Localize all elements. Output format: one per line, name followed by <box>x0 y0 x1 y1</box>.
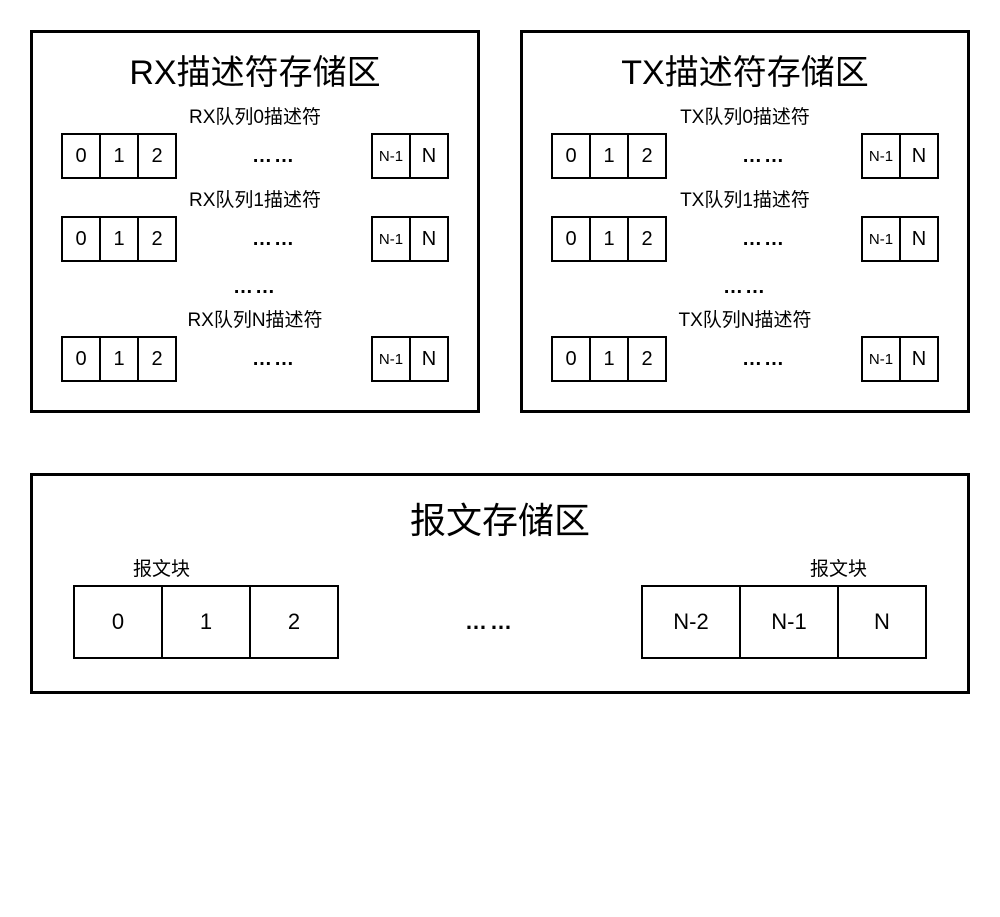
cell-group: 0 1 2 <box>61 133 177 179</box>
desc-cell: 0 <box>551 216 591 262</box>
msg-cell: N <box>837 585 927 659</box>
msg-block-label-right: 报文块 <box>810 554 867 581</box>
ellipsis: …… <box>683 228 845 251</box>
msg-cell: 1 <box>161 585 251 659</box>
msg-cell: 2 <box>249 585 339 659</box>
desc-cell: 1 <box>589 133 629 179</box>
cell-group: N-1 N <box>861 216 939 262</box>
rx-queue-n-label: RX队列N描述符 <box>53 305 457 332</box>
desc-cell: N <box>409 133 449 179</box>
cell-group: N-1 N <box>861 336 939 382</box>
tx-title: TX描述符存储区 <box>543 45 947 94</box>
desc-cell: N-1 <box>861 216 901 262</box>
cell-group: N-2 N-1 N <box>641 585 927 659</box>
desc-cell: N <box>899 336 939 382</box>
ellipsis: …… <box>193 228 355 251</box>
tx-storage-box: TX描述符存储区 TX队列0描述符 0 1 2 …… N-1 N TX队列1描述… <box>520 30 970 413</box>
rx-storage-box: RX描述符存储区 RX队列0描述符 0 1 2 …… N-1 N RX队列1描述… <box>30 30 480 413</box>
desc-cell: 2 <box>627 133 667 179</box>
desc-cell: 2 <box>627 216 667 262</box>
desc-cell: N <box>409 216 449 262</box>
cell-group: 0 1 2 <box>551 216 667 262</box>
cell-group: 0 1 2 <box>73 585 339 659</box>
tx-queue-n-row: 0 1 2 …… N-1 N <box>543 336 947 382</box>
cell-group: N-1 N <box>861 133 939 179</box>
cell-group: N-1 N <box>371 216 449 262</box>
tx-queue-1-row: 0 1 2 …… N-1 N <box>543 216 947 262</box>
tx-queue-1: TX队列1描述符 0 1 2 …… N-1 N <box>543 185 947 262</box>
desc-cell: 1 <box>589 336 629 382</box>
cell-group: 0 1 2 <box>551 133 667 179</box>
top-row: RX描述符存储区 RX队列0描述符 0 1 2 …… N-1 N RX队列1描述… <box>30 30 970 413</box>
cell-group: N-1 N <box>371 336 449 382</box>
msg-block-label-left: 报文块 <box>133 554 190 581</box>
tx-queue-0: TX队列0描述符 0 1 2 …… N-1 N <box>543 102 947 179</box>
cell-group: 0 1 2 <box>61 336 177 382</box>
desc-cell: N-1 <box>371 133 411 179</box>
tx-queue-1-label: TX队列1描述符 <box>543 185 947 212</box>
desc-cell: 2 <box>137 133 177 179</box>
ellipsis: …… <box>193 145 355 168</box>
desc-cell: 1 <box>99 133 139 179</box>
desc-cell: 0 <box>551 336 591 382</box>
desc-cell: N-1 <box>371 336 411 382</box>
rx-title: RX描述符存储区 <box>53 45 457 94</box>
vertical-ellipsis: …… <box>53 276 457 299</box>
rx-queue-1-label: RX队列1描述符 <box>53 185 457 212</box>
desc-cell: 0 <box>61 216 101 262</box>
tx-queue-0-row: 0 1 2 …… N-1 N <box>543 133 947 179</box>
ellipsis: …… <box>193 348 355 371</box>
ellipsis: …… <box>683 145 845 168</box>
desc-cell: N-1 <box>861 133 901 179</box>
ellipsis: …… <box>683 348 845 371</box>
rx-queue-0-label: RX队列0描述符 <box>53 102 457 129</box>
desc-cell: 2 <box>137 216 177 262</box>
msg-cell: N-1 <box>739 585 839 659</box>
desc-cell: 0 <box>61 133 101 179</box>
rx-queue-0-row: 0 1 2 …… N-1 N <box>53 133 457 179</box>
desc-cell: 2 <box>137 336 177 382</box>
desc-cell: N <box>409 336 449 382</box>
desc-cell: 1 <box>99 336 139 382</box>
desc-cell: 0 <box>551 133 591 179</box>
msg-storage-box: 报文存储区 报文块 报文块 0 1 2 …… N-2 N-1 N <box>30 473 970 694</box>
cell-group: 0 1 2 <box>61 216 177 262</box>
desc-cell: N <box>899 133 939 179</box>
cell-group: 0 1 2 <box>551 336 667 382</box>
msg-title: 报文存储区 <box>73 492 927 544</box>
cell-group: N-1 N <box>371 133 449 179</box>
rx-queue-1-row: 0 1 2 …… N-1 N <box>53 216 457 262</box>
ellipsis: …… <box>359 609 621 635</box>
rx-queue-1: RX队列1描述符 0 1 2 …… N-1 N <box>53 185 457 262</box>
tx-queue-n: TX队列N描述符 0 1 2 …… N-1 N <box>543 305 947 382</box>
rx-queue-n: RX队列N描述符 0 1 2 …… N-1 N <box>53 305 457 382</box>
msg-cell: N-2 <box>641 585 741 659</box>
tx-queue-n-label: TX队列N描述符 <box>543 305 947 332</box>
desc-cell: 1 <box>99 216 139 262</box>
desc-cell: N-1 <box>371 216 411 262</box>
desc-cell: N-1 <box>861 336 901 382</box>
msg-block-labels: 报文块 报文块 <box>73 554 927 581</box>
tx-queue-0-label: TX队列0描述符 <box>543 102 947 129</box>
rx-queue-0: RX队列0描述符 0 1 2 …… N-1 N <box>53 102 457 179</box>
desc-cell: 0 <box>61 336 101 382</box>
desc-cell: 2 <box>627 336 667 382</box>
desc-cell: N <box>899 216 939 262</box>
msg-row: 0 1 2 …… N-2 N-1 N <box>73 585 927 659</box>
rx-queue-n-row: 0 1 2 …… N-1 N <box>53 336 457 382</box>
msg-cell: 0 <box>73 585 163 659</box>
vertical-ellipsis: …… <box>543 276 947 299</box>
desc-cell: 1 <box>589 216 629 262</box>
